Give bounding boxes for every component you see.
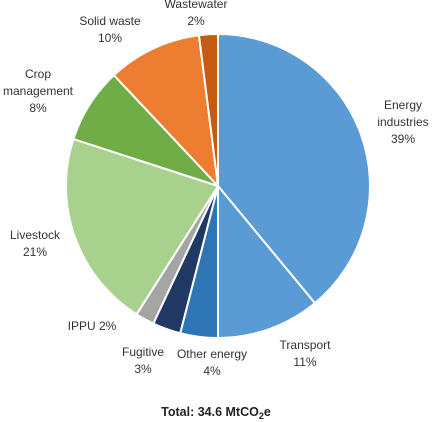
pie-slice-energy-industries: [217, 32, 371, 305]
slice-label-solid-waste: Solid waste 10%: [79, 14, 141, 45]
pie-slice-livestock: [65, 137, 220, 316]
pie-slice-wastewater: [197, 32, 219, 187]
slice-label-other-energy: Other energy 4%: [177, 347, 247, 378]
slice-label-transport: Transport 11%: [280, 338, 332, 369]
pie-slice-solid-waste: [112, 34, 220, 189]
slice-label-fugitive: Fugitive 3%: [122, 345, 164, 376]
slice-label-livestock: Livestock 21%: [10, 228, 61, 259]
slice-label-wastewater: Wastewater 2%: [165, 0, 228, 28]
chart-total: Total: 34.6 MtCO2e: [161, 405, 271, 421]
pie-slices: [65, 32, 371, 340]
pie-labels: Energy industries 39% Transport 11% Other ene…: [3, 0, 429, 378]
slice-label-energy-industries: Energy industries 39%: [377, 98, 428, 146]
pie-slice-transport: [217, 183, 317, 340]
slice-label-crop-management: Crop management 8%: [3, 67, 74, 115]
slice-label-ippu: IPPU 2%: [68, 319, 117, 333]
